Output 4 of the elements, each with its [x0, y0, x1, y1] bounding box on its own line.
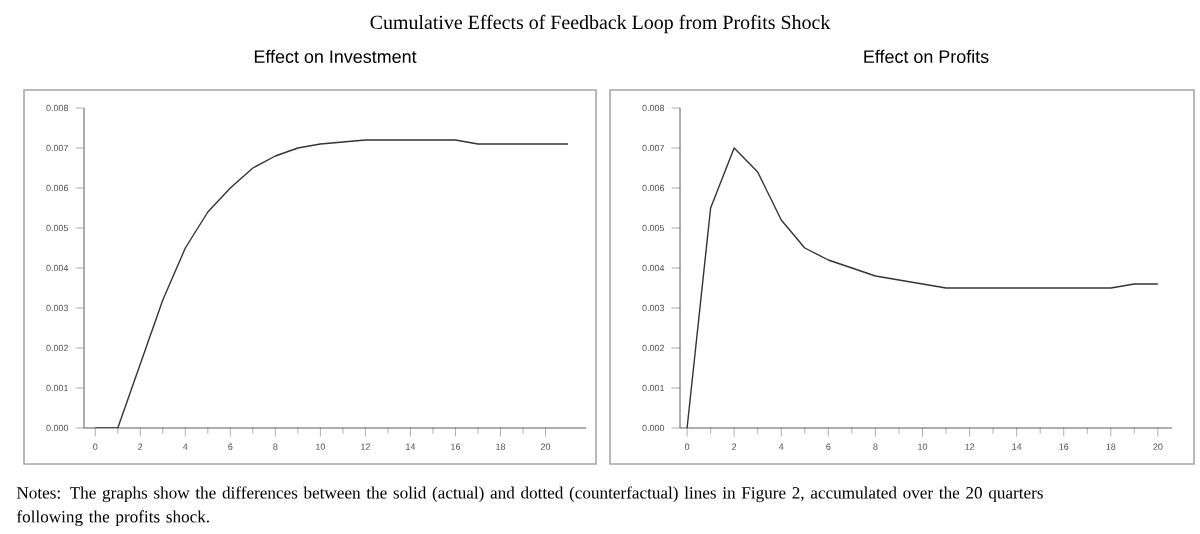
- text: Notes: The graphs show the differences between the solid (actual) and dotted (counterfactual) lines in Figure 2, accumulated over the 20 quarters following the profits shock.: [16, 486, 1043, 527]
- chart-title: Effect on Profits: [864, 49, 989, 64]
- chart-title: Effect on Investment: [254, 49, 417, 64]
- text: Cumulative Effects of Feedback Loop from Profits Shock: [370, 14, 831, 34]
